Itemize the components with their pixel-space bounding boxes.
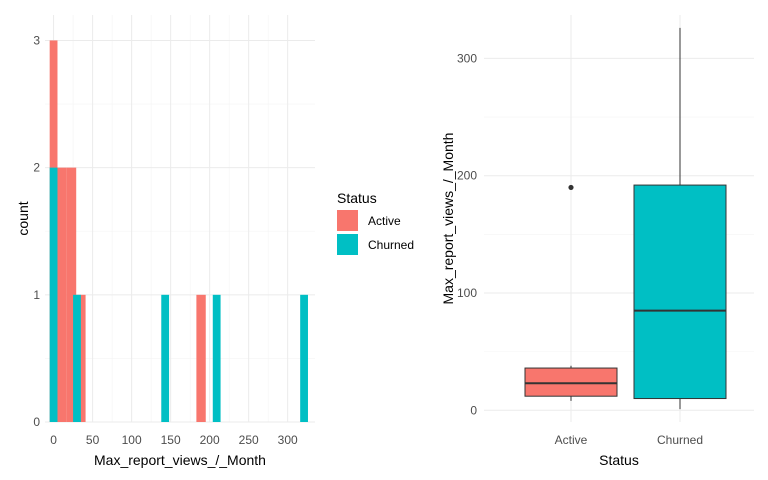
hist-y-tick-label: 2 — [33, 161, 40, 175]
box-x-tick-label-active: Active — [555, 433, 588, 447]
hist-bar-active — [196, 294, 206, 422]
box-body-churned — [633, 184, 727, 400]
box-x-axis-title: Status — [599, 452, 639, 468]
hist-bar-churned — [49, 167, 58, 422]
hist-x-tick-label: 100 — [122, 433, 142, 447]
box-y-tick-label: 300 — [457, 51, 477, 65]
box-y-tick-label: 200 — [457, 169, 477, 183]
hist-x-tick-label: 250 — [239, 433, 259, 447]
hist-bar-churned — [212, 294, 221, 422]
legend: Status Active Churned — [337, 190, 414, 255]
legend-swatch-active — [337, 210, 358, 231]
hist-bar-churned — [73, 294, 81, 422]
box-y-tick-label: 100 — [457, 286, 477, 300]
hist-y-tick-label: 3 — [33, 33, 40, 47]
box-body-active — [524, 367, 618, 397]
hist-y-axis-title: count — [15, 201, 31, 235]
box-x-tick-label-churned: Churned — [657, 433, 703, 447]
boxplot-panel: 0 100 200 300 Active Churned Status Max_report_… — [440, 15, 754, 468]
hist-x-tick-label: 50 — [86, 433, 100, 447]
legend-swatch-churned — [337, 234, 358, 255]
legend-label-churned: Churned — [368, 238, 414, 252]
hist-x-tick-label: 0 — [50, 433, 57, 447]
histogram-panel: 0 50 100 150 200 250 300 0 1 2 3 Max_report_views_/… — [15, 15, 315, 468]
hist-x-tick-label: 300 — [278, 433, 298, 447]
box-y-axis-title: Max_report_views_/_Month — [440, 133, 456, 305]
hist-bar-active — [57, 167, 67, 422]
hist-bar-churned — [161, 294, 170, 422]
hist-y-tick-label: 0 — [33, 415, 40, 429]
hist-y-tick-label: 1 — [33, 288, 40, 302]
hist-x-tick-label: 150 — [161, 433, 181, 447]
box-outlier-active — [568, 184, 574, 191]
hist-x-tick-label: 200 — [200, 433, 220, 447]
legend-title: Status — [337, 190, 377, 206]
box-y-tick-label: 0 — [470, 403, 477, 417]
hist-bar-active — [66, 167, 77, 422]
hist-bar-churned — [300, 294, 308, 422]
hist-x-axis-title: Max_report_views_/_Month — [94, 452, 266, 468]
legend-label-active: Active — [368, 214, 401, 228]
